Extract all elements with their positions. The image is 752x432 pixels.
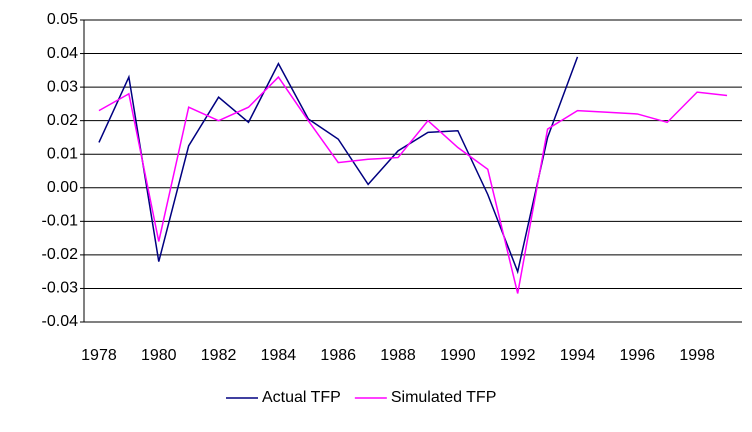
y-tick-label: 0.02 bbox=[47, 112, 78, 129]
x-tick-label: 1980 bbox=[141, 347, 177, 364]
y-tick-label: 0.05 bbox=[47, 11, 78, 28]
x-tick-label: 1990 bbox=[440, 347, 476, 364]
y-tick-label: -0.01 bbox=[42, 213, 79, 230]
x-tick-label: 1986 bbox=[320, 347, 356, 364]
series-line bbox=[98, 75, 728, 294]
x-tick-label: 1982 bbox=[201, 347, 237, 364]
x-tick-label: 1992 bbox=[500, 347, 536, 364]
y-tick-label: -0.04 bbox=[42, 313, 79, 330]
y-tick-label: 0.04 bbox=[47, 45, 78, 62]
series-line bbox=[98, 56, 579, 275]
y-tick-label: -0.02 bbox=[42, 246, 79, 263]
x-tick-label: 1998 bbox=[679, 347, 715, 364]
y-tick-label: 0.03 bbox=[47, 78, 78, 95]
legend-label: Actual TFP bbox=[262, 389, 341, 406]
y-tick-label: 0.01 bbox=[47, 145, 78, 162]
x-tick-label: 1978 bbox=[81, 347, 117, 364]
x-tick-label: 1996 bbox=[620, 347, 656, 364]
x-tick-label: 1988 bbox=[380, 347, 416, 364]
y-tick-label: -0.03 bbox=[42, 280, 79, 297]
x-tick-label: 1994 bbox=[560, 347, 596, 364]
x-tick-label: 1984 bbox=[261, 347, 297, 364]
legend-label: Simulated TFP bbox=[391, 389, 497, 406]
y-tick-label: 0.00 bbox=[47, 179, 78, 196]
